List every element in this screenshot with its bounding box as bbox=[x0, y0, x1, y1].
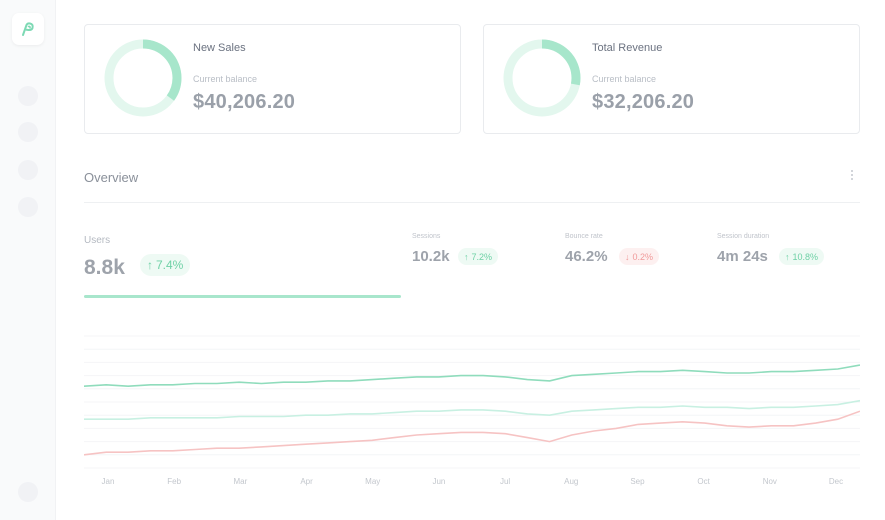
x-tick-label: Oct bbox=[697, 477, 710, 486]
arrow-up-icon: ↑ bbox=[464, 251, 469, 262]
card-subtitle: Current balance bbox=[592, 74, 657, 84]
x-tick-label: Jun bbox=[432, 477, 445, 486]
nav-icon[interactable] bbox=[18, 197, 38, 217]
session-duration-value: 4m 24s bbox=[717, 248, 768, 265]
sidebar bbox=[0, 0, 56, 520]
bounce-rate-value: 46.2% bbox=[565, 248, 608, 265]
divider bbox=[84, 202, 860, 203]
card-title: New Sales bbox=[193, 42, 246, 54]
users-progress-bar bbox=[84, 295, 401, 298]
revenue-donut-chart bbox=[503, 39, 581, 117]
sessions-label: Sessions bbox=[412, 233, 441, 240]
x-tick-label: May bbox=[365, 477, 380, 486]
x-tick-label: Feb bbox=[167, 477, 181, 486]
session-duration-label: Session duration bbox=[717, 233, 770, 240]
users-change-badge: ↑ 7.4% bbox=[140, 254, 191, 276]
arrow-down-icon: ↓ bbox=[625, 251, 630, 262]
card-amount: $40,206.20 bbox=[193, 91, 296, 113]
users-label: Users bbox=[84, 235, 111, 246]
x-tick-label: Dec bbox=[829, 477, 843, 486]
sessions-change-badge: ↑ 7.2% bbox=[458, 248, 499, 265]
x-tick-label: Sep bbox=[630, 477, 645, 486]
x-tick-label: Jan bbox=[102, 477, 115, 486]
sales-donut-chart bbox=[104, 39, 182, 117]
series-line-0 bbox=[84, 364, 860, 388]
session-duration-change-badge: ↑ 10.8% bbox=[779, 248, 825, 265]
total-revenue-card: Total Revenue Current balance $32,206.20 bbox=[483, 24, 860, 134]
x-tick-label: Jul bbox=[500, 477, 510, 486]
arrow-up-icon: ↑ bbox=[785, 251, 790, 262]
card-subtitle: Current balance bbox=[193, 74, 258, 84]
x-tick-label: Aug bbox=[564, 477, 578, 486]
sessions-value: 10.2k bbox=[412, 248, 450, 265]
nav-icon[interactable] bbox=[18, 86, 38, 106]
card-amount: $32,206.20 bbox=[592, 91, 695, 113]
overview-title: Overview bbox=[84, 170, 139, 185]
arrow-up-icon: ↑ bbox=[147, 258, 153, 272]
new-sales-card: New Sales Current balance $40,206.20 bbox=[84, 24, 461, 134]
nav-icon[interactable] bbox=[18, 160, 38, 180]
nav-icon[interactable] bbox=[18, 122, 38, 142]
more-vertical-icon[interactable] bbox=[849, 168, 855, 182]
overview-line-chart: Jan Feb Mar Apr May Jun Jul Aug Sep Oct Nov Dec bbox=[84, 335, 860, 486]
x-tick-label: Mar bbox=[233, 477, 247, 486]
x-tick-label: Apr bbox=[300, 477, 313, 486]
card-title: Total Revenue bbox=[592, 42, 663, 54]
series-line-1 bbox=[84, 399, 860, 420]
logo-icon[interactable] bbox=[12, 13, 44, 45]
bounce-rate-change-badge: ↓ 0.2% bbox=[619, 248, 660, 265]
x-tick-label: Nov bbox=[763, 477, 777, 486]
user-icon[interactable] bbox=[18, 482, 38, 502]
series-line-2 bbox=[84, 410, 860, 456]
users-value: 8.8k bbox=[84, 256, 125, 279]
bounce-rate-label: Bounce rate bbox=[565, 233, 603, 240]
